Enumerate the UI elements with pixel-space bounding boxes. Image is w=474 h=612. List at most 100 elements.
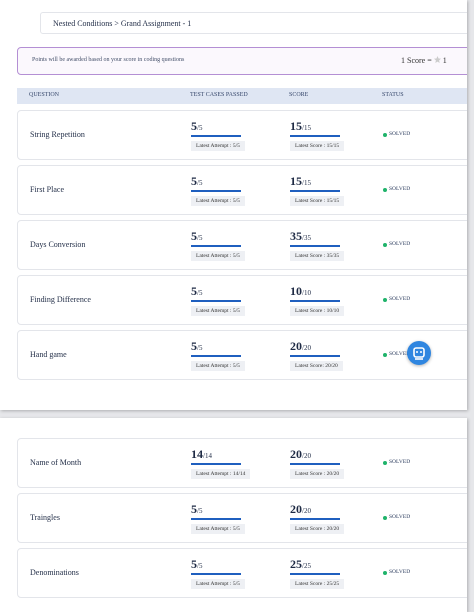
count-total: /20 (302, 344, 311, 352)
question-name: Finding Difference (30, 295, 91, 304)
count-total: /5 (197, 179, 203, 187)
count-value: 5 (191, 174, 197, 188)
count: 20/20 (290, 502, 311, 517)
column-header: STATUS (382, 92, 404, 98)
count: 5/5 (191, 284, 202, 299)
count-total: /5 (197, 234, 203, 242)
status: SOLVED (389, 241, 411, 247)
latest-label: Latest Attempt : 5/5 (191, 524, 245, 534)
count: 15/15 (290, 119, 311, 134)
latest-label: Latest Attempt : 5/5 (191, 361, 245, 371)
status-dot (383, 298, 387, 302)
star-icon (433, 56, 441, 63)
latest-label: Latest Score : 15/15 (290, 196, 345, 206)
question-row[interactable]: First Place 5/5 Latest Attempt : 5/5 15/15 L… (17, 165, 467, 215)
status: SOLVED (389, 459, 411, 465)
count-value: 20 (290, 502, 302, 516)
count-value: 10 (290, 284, 302, 298)
status: SOLVED (389, 351, 411, 357)
latest-label: Latest Attempt : 5/5 (191, 306, 245, 316)
count-value: 5 (191, 229, 197, 243)
question-row[interactable]: Denominations 5/5 Latest Attempt : 5/5 25/2… (17, 548, 467, 598)
progress-bar (290, 518, 340, 520)
question-name: Hand game (30, 350, 67, 359)
progress-bar (191, 518, 241, 520)
progress-bar (290, 190, 340, 192)
status: SOLVED (389, 296, 411, 302)
count-value: 5 (191, 502, 197, 516)
progress-bar (290, 355, 340, 357)
question-row[interactable]: Finding Difference 5/5 Latest Attempt : 5/… (17, 275, 467, 325)
count: 5/5 (191, 174, 202, 189)
count-total: /14 (203, 452, 212, 460)
count: 20/20 (290, 447, 311, 462)
table-header: QUESTION TEST CASES PASSED SCORE STATUS (17, 88, 467, 104)
count-total: /5 (197, 562, 203, 570)
question-row[interactable]: Traingles 5/5 Latest Attempt : 5/5 20/20 Lat… (17, 493, 467, 543)
rate-value: 1 (442, 56, 447, 65)
chat-icon (413, 347, 425, 360)
count-value: 14 (191, 447, 203, 461)
column-header: TEST CASES PASSED (190, 92, 248, 98)
question-name: Traingles (30, 513, 60, 522)
status-dot (383, 461, 387, 465)
count: 5/5 (191, 557, 202, 572)
progress-bar (191, 463, 241, 465)
count-total: /10 (302, 289, 311, 297)
question-row[interactable]: Name of Month 14/14 Latest Attempt : 14/14… (17, 438, 467, 488)
count-total: /20 (302, 452, 311, 460)
status-dot (383, 243, 387, 247)
question-name: Denominations (30, 568, 79, 577)
progress-bar (191, 355, 241, 357)
question-row[interactable]: Days Conversion 5/5 Latest Attempt : 5/5 35… (17, 220, 467, 270)
count-total: /25 (302, 562, 311, 570)
progress-bar (290, 135, 340, 137)
chat-button[interactable] (407, 341, 431, 365)
status: SOLVED (389, 514, 411, 520)
score-rate: 1 Score = 1 (401, 56, 447, 65)
latest-label: Latest Score : 15/15 (290, 141, 345, 151)
count: 10/10 (290, 284, 311, 299)
count: 5/5 (191, 229, 202, 244)
notice: Points will be awarded based on your sco… (17, 47, 467, 75)
count-value: 5 (191, 119, 197, 133)
count-value: 35 (290, 229, 302, 243)
count: 5/5 (191, 502, 202, 517)
count-value: 25 (290, 557, 302, 571)
question-row[interactable]: String Repetition 5/5 Latest Attempt : 5/5… (17, 110, 467, 160)
breadcrumb[interactable]: Nested Conditions > Grand Assignment - 1 (40, 12, 467, 34)
count: 25/25 (290, 557, 311, 572)
count: 35/35 (290, 229, 311, 244)
page-bottom: Name of Month 14/14 Latest Attempt : 14/14… (0, 418, 467, 612)
progress-bar (290, 245, 340, 247)
question-row[interactable]: Hand game 5/5 Latest Attempt : 5/5 20/20 Lat… (17, 330, 467, 380)
question-name: String Repetition (30, 130, 85, 139)
count: 15/15 (290, 174, 311, 189)
rate-label: 1 Score = (401, 56, 432, 65)
page-top: Nested Conditions > Grand Assignment - 1… (0, 0, 467, 410)
count-total: /15 (302, 179, 311, 187)
count: 20/20 (290, 339, 311, 354)
progress-bar (290, 573, 340, 575)
question-name: Days Conversion (30, 240, 86, 249)
status-dot (383, 516, 387, 520)
latest-label: Latest Score : 35/35 (290, 251, 345, 261)
status-dot (383, 571, 387, 575)
latest-label: Latest Attempt : 14/14 (191, 469, 251, 479)
status: SOLVED (389, 186, 411, 192)
column-header: QUESTION (29, 92, 59, 98)
count-value: 15 (290, 119, 302, 133)
count-value: 20 (290, 447, 302, 461)
count-total: /20 (302, 507, 311, 515)
count: 14/14 (191, 447, 212, 462)
progress-bar (191, 573, 241, 575)
count: 5/5 (191, 119, 202, 134)
count-value: 20 (290, 339, 302, 353)
count-value: 5 (191, 339, 197, 353)
count-total: /5 (197, 507, 203, 515)
latest-label: Latest Score: 20/20 (290, 361, 343, 371)
latest-label: Latest Attempt : 5/5 (191, 251, 245, 261)
progress-bar (290, 300, 340, 302)
notice-text: Points will be awarded based on your sco… (32, 57, 185, 63)
